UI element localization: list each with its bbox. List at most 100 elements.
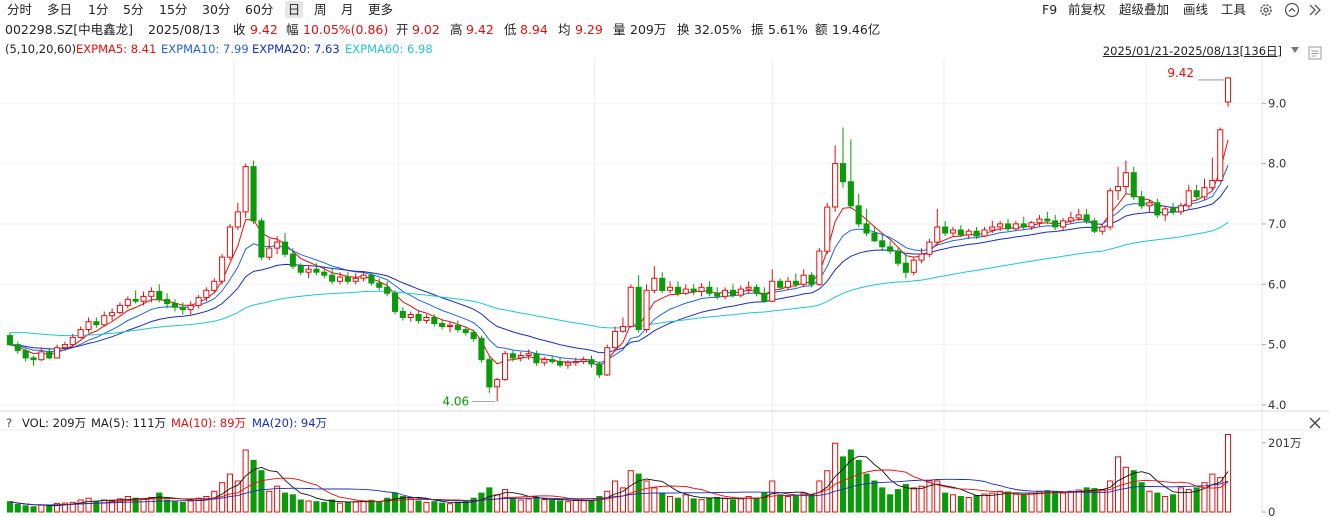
volume-bar	[384, 497, 391, 513]
candle-body	[1122, 172, 1129, 188]
candle-body	[337, 276, 344, 282]
collapse-icon[interactable]	[1284, 2, 1300, 18]
candle	[132, 290, 139, 304]
tools-button[interactable]: 工具	[1221, 2, 1247, 17]
volume-bar	[124, 496, 131, 513]
volume-bar	[1005, 491, 1012, 513]
candle-body	[784, 280, 792, 288]
volume-bar	[753, 497, 760, 513]
volume-bar	[1162, 496, 1169, 513]
tab-1min[interactable]: 1分	[88, 2, 109, 17]
tab-more[interactable]: 更多	[368, 2, 394, 17]
config-icon[interactable]	[1308, 46, 1322, 60]
help-icon[interactable]: ?	[6, 416, 13, 430]
close-icon[interactable]	[1309, 417, 1321, 429]
candle-body	[431, 317, 438, 324]
close-label: 收	[233, 22, 246, 37]
turnover-value: 32.05%	[694, 22, 742, 37]
volume-bar	[965, 497, 972, 513]
candle-body	[22, 350, 29, 359]
volume-bar	[1193, 487, 1200, 513]
candle	[808, 272, 815, 288]
candle-body	[38, 351, 45, 361]
candle-body	[85, 321, 92, 331]
candle-body	[643, 289, 650, 331]
volume-bar	[517, 499, 524, 513]
amount-label: 额	[815, 22, 828, 37]
tab-monthly[interactable]: 月	[341, 2, 354, 17]
overlay-button[interactable]: 超级叠加	[1119, 2, 1170, 17]
kline-chart[interactable]: 9.42 4.06 9.0 8.0 7.0 6.0 5.0 4.0 201万 0	[0, 58, 1329, 517]
volume-bar	[234, 480, 241, 513]
volume-bar	[533, 497, 540, 513]
settings-icon[interactable]	[1258, 2, 1274, 18]
candle	[38, 347, 45, 361]
candle-body	[148, 291, 155, 297]
draw-button[interactable]: 画线	[1183, 2, 1209, 17]
volume-bar	[6, 501, 13, 513]
volume-bar	[258, 470, 265, 513]
candle-body	[313, 268, 320, 273]
date-range[interactable]: 2025/01/21-2025/08/13[136日]	[1102, 44, 1282, 58]
candle	[667, 281, 674, 294]
candle	[981, 226, 988, 238]
avg-value: 9.29	[575, 22, 603, 37]
candle	[887, 240, 894, 255]
tab-weekly[interactable]: 周	[314, 2, 327, 17]
candle-body	[698, 286, 705, 293]
candle-body	[800, 274, 807, 285]
vol-ma10-label: MA(10): 89万	[171, 416, 247, 430]
volume-bar	[1146, 490, 1153, 513]
candle-body	[211, 280, 218, 291]
candle-body	[46, 351, 53, 359]
candle-body	[722, 289, 729, 297]
candle-body	[1115, 186, 1122, 192]
candle-body	[517, 355, 524, 359]
tab-15min[interactable]: 15分	[159, 2, 188, 17]
candle-body	[674, 286, 682, 294]
candle	[1130, 166, 1137, 200]
f9-button[interactable]: F9	[1042, 2, 1058, 17]
candle	[942, 220, 949, 237]
candle	[698, 283, 705, 297]
candle-body	[549, 359, 556, 363]
adjust-button[interactable]: 前复权	[1068, 2, 1106, 17]
ma-params[interactable]: (5,10,20,60)	[5, 42, 77, 56]
candle-body	[627, 286, 634, 328]
tab-timeshare[interactable]: 分时	[7, 2, 33, 17]
candle-body	[777, 280, 784, 288]
candle	[1217, 127, 1224, 182]
volume-bar	[792, 495, 799, 513]
candle	[258, 217, 265, 261]
volume-bar	[415, 500, 422, 513]
volume-bar	[148, 497, 155, 513]
candle-body	[887, 246, 894, 252]
candle-body	[179, 306, 186, 311]
tab-30min[interactable]: 30分	[202, 2, 231, 17]
candle	[918, 248, 925, 264]
high-value: 9.42	[466, 22, 494, 37]
tab-60min[interactable]: 60分	[245, 2, 274, 17]
volume-bar	[604, 490, 611, 513]
candle-body	[737, 288, 744, 296]
candle	[792, 273, 799, 288]
candle	[1075, 208, 1082, 221]
volume-bar	[116, 498, 124, 513]
volume-bar	[674, 497, 682, 513]
tab-multiday[interactable]: 多日	[47, 2, 73, 17]
candle-body	[1060, 220, 1067, 228]
candle-body	[839, 163, 847, 183]
volume-bar	[14, 503, 21, 513]
candle-body	[934, 226, 941, 243]
tab-5min[interactable]: 5分	[123, 2, 144, 17]
candle	[777, 278, 784, 291]
candles	[6, 77, 1232, 402]
candle-body	[376, 282, 383, 288]
expand-icon[interactable]	[1308, 3, 1322, 17]
candle	[816, 248, 823, 286]
candle	[352, 273, 359, 285]
vol-ma20-label: MA(20): 94万	[252, 416, 328, 430]
candle-body	[612, 330, 619, 349]
tab-daily[interactable]: 日	[285, 1, 303, 18]
range-dropdown-icon[interactable]	[1290, 45, 1300, 55]
